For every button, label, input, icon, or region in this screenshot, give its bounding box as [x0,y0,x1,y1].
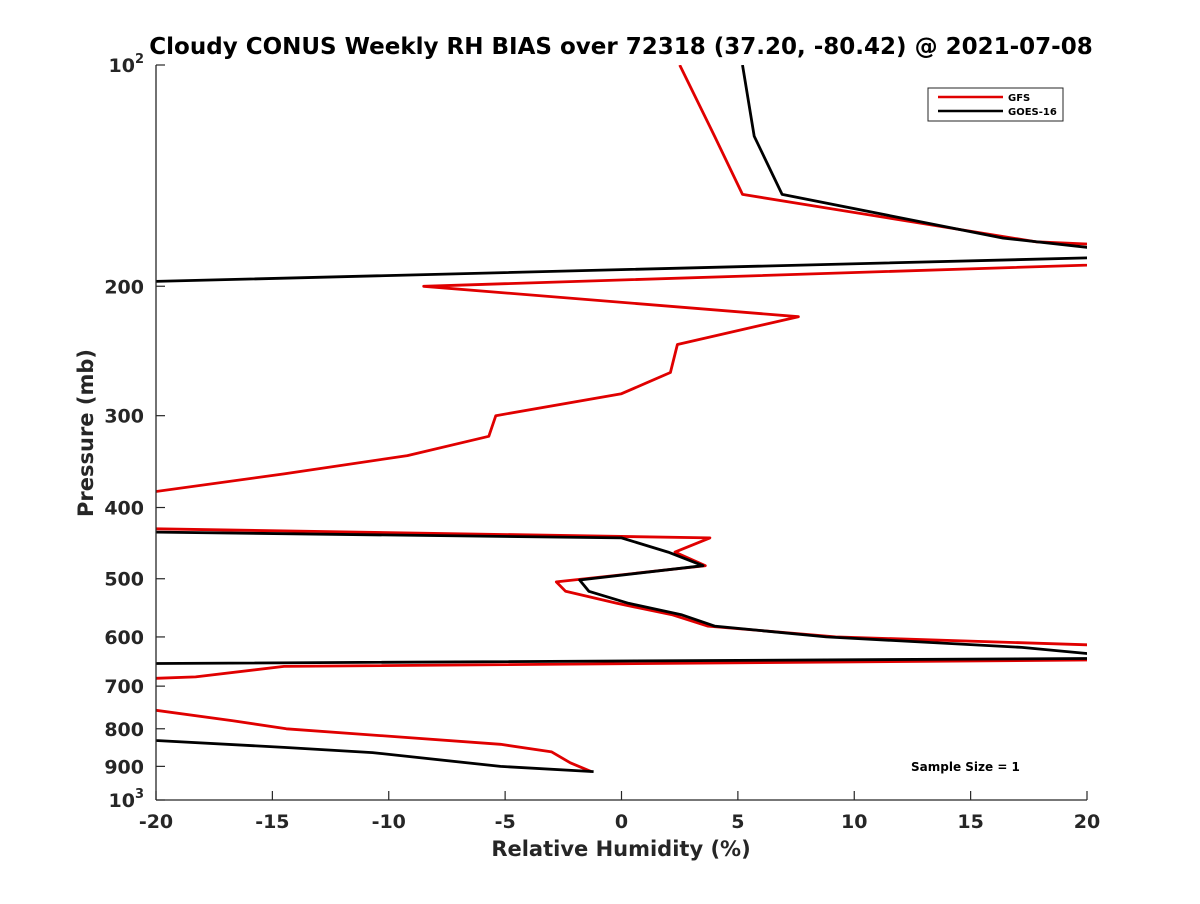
x-tick-label: 10 [841,811,867,833]
x-tick-label: 15 [957,811,983,833]
y-tick-exponent: 3 [135,787,144,802]
y-tick-label: 900 [104,756,144,778]
y-axis-label: Pressure (mb) [74,349,98,517]
legend-box [927,87,1064,122]
x-ticks: -20 -15 -10 -5 0 5 10 15 20 [139,791,1100,833]
x-tick-label: 0 [615,811,628,833]
chart-title: Cloudy CONUS Weekly RH BIAS over 72318 (… [149,34,1092,60]
x-tick-label: 20 [1074,811,1100,833]
plot-area [156,65,1087,800]
series-layer [156,65,1087,773]
y-tick-base: 10 [109,55,135,77]
y-tick-label: 500 [104,569,144,591]
x-tick-label: -15 [255,811,289,833]
y-tick-label: 103 [109,787,145,812]
y-tick-label: 102 [109,52,145,77]
y-tick-label: 300 [104,406,144,428]
legend-label-gfs: GFS [1008,93,1030,104]
y-tick-label: 600 [104,627,144,649]
series-line-goes16 [156,65,1087,773]
x-tick-label: -5 [495,811,516,833]
sample-size-annotation: Sample Size = 1 [911,760,1020,774]
axis-box [155,65,1087,801]
y-tick-label: 700 [104,676,144,698]
y-tick-label: 800 [104,719,144,741]
x-tick-label: -20 [139,811,173,833]
legend: GFS GOES-16 [927,87,1064,122]
x-axis-label: Relative Humidity (%) [491,837,750,861]
y-tick-exponent: 2 [135,52,144,67]
x-tick-label: -10 [372,811,406,833]
x-tick-label: 5 [731,811,744,833]
y-tick-label: 400 [104,498,144,520]
legend-label-goes16: GOES-16 [1008,107,1057,118]
y-tick-base: 10 [109,790,135,812]
y-tick-label: 200 [104,276,144,298]
